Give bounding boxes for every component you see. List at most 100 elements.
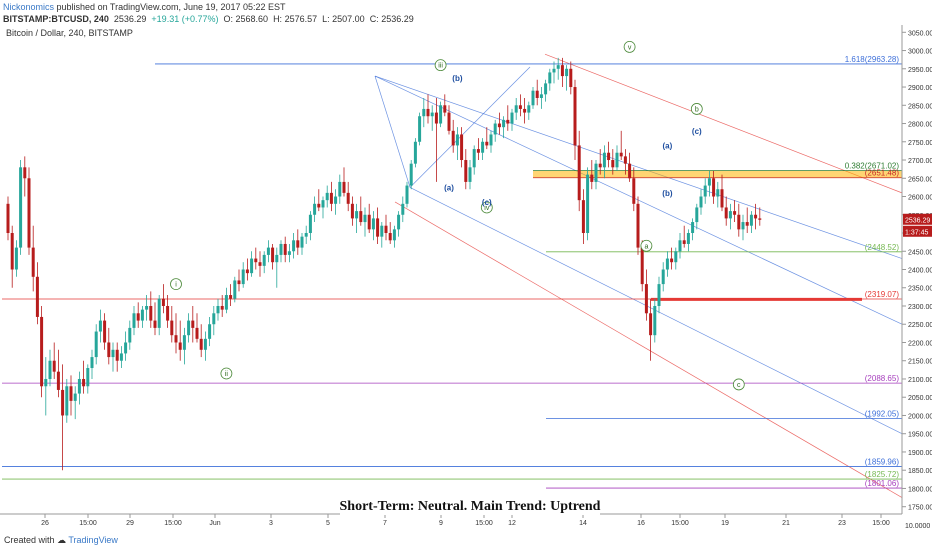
candle-down <box>115 349 119 361</box>
candle-up <box>674 251 678 263</box>
candle-down <box>61 389 65 416</box>
candle-up <box>19 167 23 248</box>
sub-wave-label: (a) <box>444 183 454 192</box>
candle-up <box>380 225 384 237</box>
candle-down <box>535 90 539 98</box>
candle-down <box>170 320 174 336</box>
candle-up <box>691 222 695 234</box>
candle-up <box>455 134 459 146</box>
candle-up <box>489 134 493 146</box>
channel-lines <box>374 53 903 498</box>
price-axis[interactable]: 1750.00 1800.00 1850.00 1900.00 1950.00 2000.… <box>902 30 932 530</box>
candle-down <box>497 123 501 128</box>
candle-up <box>514 105 518 113</box>
candle-down <box>136 313 140 321</box>
level-label: (1859.96) <box>865 458 900 467</box>
wave-label: b <box>695 106 699 113</box>
y-tick-label: 3050.00 <box>908 30 932 37</box>
chart-legend: Bitcoin / Dollar, 240, BITSTAMP <box>6 28 133 38</box>
level-label: (2448.52) <box>865 243 900 252</box>
candle-up <box>119 353 123 361</box>
candle-down <box>506 119 510 124</box>
candle-down <box>271 247 275 263</box>
candle-down <box>178 342 182 350</box>
symbol-line: BITSTAMP:BTCUSD, 240 2536.29 +19.31 (+0.… <box>3 14 414 24</box>
tradingview-logo-icon: ☁ <box>57 535 67 545</box>
candle-down <box>598 163 602 168</box>
candle-down <box>745 222 749 226</box>
y-tick-label: 2750.00 <box>908 140 932 147</box>
footer-brand[interactable]: TradingView <box>68 535 118 545</box>
footer-created-text: Created with <box>4 535 55 545</box>
author-link[interactable]: Nickonomics <box>3 2 55 12</box>
candle-up <box>586 174 590 234</box>
candle-down <box>174 335 178 343</box>
candle-down <box>447 112 451 131</box>
candle-down <box>443 105 447 113</box>
y-tick-label: 2700.00 <box>908 158 932 165</box>
candle-down <box>632 178 636 204</box>
candle-down <box>317 203 321 208</box>
candle-up <box>140 309 144 321</box>
candle-up <box>275 254 279 263</box>
level-label: (2651.48) <box>865 169 900 178</box>
x-tick-label: 16 <box>637 520 645 527</box>
channel-line <box>394 201 903 498</box>
candle-down <box>153 320 157 328</box>
x-tick-label: 3 <box>269 520 273 527</box>
level-label: (2088.65) <box>865 374 900 383</box>
wave-label: iii <box>438 63 443 70</box>
candle-down <box>388 233 392 241</box>
ohlc-low: L: 2507.00 <box>322 14 365 24</box>
candle-down <box>237 280 241 285</box>
candle-up <box>292 240 296 252</box>
candle-up <box>132 313 136 328</box>
candle-down <box>342 181 346 193</box>
wave-label: iv <box>484 205 490 212</box>
sub-wave-label: (b) <box>662 189 673 198</box>
candle-down <box>758 218 762 220</box>
candle-up <box>48 360 52 379</box>
candle-down <box>611 160 615 168</box>
x-tick-label: 9 <box>439 520 443 527</box>
candle-down <box>712 178 716 197</box>
candle-up <box>661 269 665 285</box>
y-tick-label: 1950.00 <box>908 432 932 439</box>
candle-down <box>724 207 728 219</box>
candle-up <box>422 108 426 117</box>
candle-up <box>741 222 745 230</box>
candle-up <box>90 357 94 369</box>
candle-up <box>695 207 699 223</box>
candle-up <box>699 196 703 208</box>
candle-up <box>665 258 669 270</box>
y-tick-label: 2850.00 <box>908 103 932 110</box>
candle-up <box>203 338 207 350</box>
y-tick-label: 1900.00 <box>908 450 932 457</box>
y-tick-label: 2150.00 <box>908 359 932 366</box>
candle-down <box>40 316 44 387</box>
x-tick-label: 15:00 <box>872 520 890 527</box>
ohlc-close: C: 2536.29 <box>369 14 414 24</box>
y-tick-label: 2200.00 <box>908 340 932 347</box>
candle-up <box>392 229 396 241</box>
price-chart[interactable]: 1.618(2963.28) 0.382(2671.02)(2651.48) (24… <box>0 25 932 530</box>
candle-down <box>107 342 111 358</box>
candle-up <box>250 258 254 274</box>
y-tick-label: 2950.00 <box>908 67 932 74</box>
candle-down <box>258 262 262 266</box>
candle-down <box>720 189 724 208</box>
wave-circle <box>220 367 233 380</box>
candle-down <box>518 105 522 109</box>
candle-up <box>363 214 367 223</box>
x-tick-label: 21 <box>782 520 790 527</box>
candle-up <box>308 214 312 234</box>
candle-down <box>359 211 363 223</box>
x-tick-label: 19 <box>721 520 729 527</box>
candle-down <box>754 214 758 219</box>
candle-up <box>510 112 514 124</box>
candle-down <box>254 258 258 263</box>
candle-down <box>451 130 455 146</box>
candle-up <box>405 185 409 204</box>
time-axis[interactable]: 26 15:00 29 15:00 Jun 3 5 7 9 15:00 12 14 16 15:00 19 2… <box>41 514 890 527</box>
